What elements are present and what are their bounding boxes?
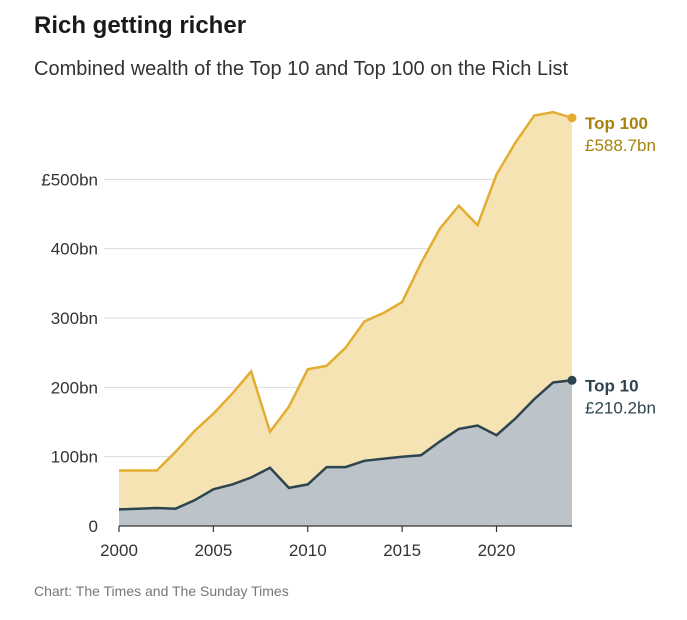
top100-end-point [567,113,577,123]
top10-series-name: Top 10 [585,376,639,395]
y-tick-label: 200bn [51,378,98,397]
y-ticks: 0 100bn 200bn 300bn 400bn £500bn [41,170,98,536]
y-tick-label: 0 [89,517,98,536]
x-tick-label: 2010 [289,541,327,560]
y-tick-label: 400bn [51,240,98,259]
top10-area [119,380,572,526]
top100-series-name: Top 100 [585,114,648,133]
chart-subtitle: Combined wealth of the Top 10 and Top 10… [34,58,569,80]
x-tick-label: 2005 [194,541,232,560]
top10-line [118,379,573,511]
source-credit: Chart: The Times and The Sunday Times [34,583,289,599]
top10-end-value: £210.2bn [585,398,656,417]
chart-title: Rich getting richer [34,12,247,39]
top100-line [119,110,573,472]
top100-area [119,112,572,526]
top10-end-point [567,375,577,385]
x-tick-label: 2015 [383,541,421,560]
x-ticks: 2000 2005 2010 2015 2020 [100,526,515,560]
y-tick-label: £500bn [41,170,98,189]
top100-end-value: £588.7bn [585,136,656,155]
y-tick-label: 100bn [51,448,98,467]
x-tick-label: 2000 [100,541,138,560]
area-chart: 2000 2005 2010 2015 2020 0 100bn 200bn 300bn 400… [41,110,656,560]
y-tick-label: 300bn [51,309,98,328]
x-tick-label: 2020 [478,541,516,560]
